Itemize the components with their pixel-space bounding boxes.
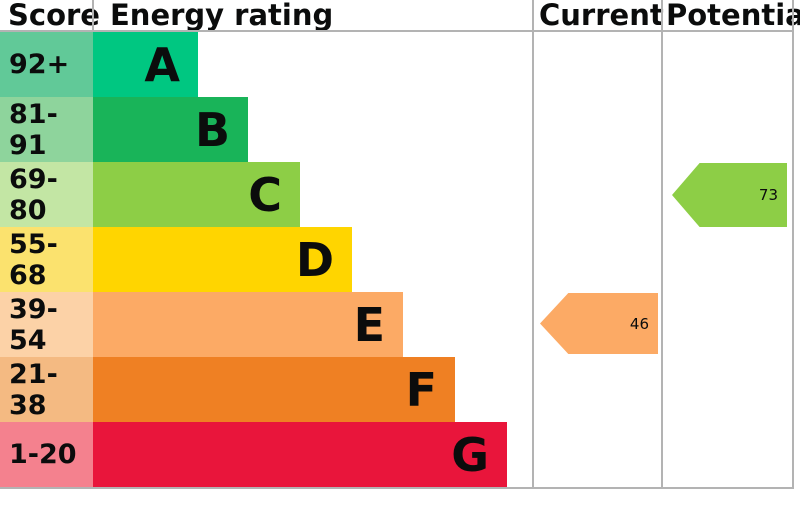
band-score-cell-c: 69-80 xyxy=(0,162,93,227)
band-bar-c: C xyxy=(93,162,300,227)
potential-column-divider xyxy=(661,0,663,489)
potential-rating-value: 73 xyxy=(758,186,778,204)
chart-right-border xyxy=(792,0,794,489)
band-letter: C xyxy=(248,167,282,222)
potential-column-header: Potential xyxy=(666,0,800,32)
band-bar-d: D xyxy=(93,227,352,292)
band-score-cell-d: 55-68 xyxy=(0,227,93,292)
band-letter: F xyxy=(405,362,437,417)
band-row-c: 69-80 C xyxy=(0,162,533,227)
band-bar-f: F xyxy=(93,357,455,422)
current-column-divider xyxy=(532,0,534,489)
band-score-label: 92+ xyxy=(9,49,70,80)
band-rows: 92+ A 81-91 B 69-80 C 55-68 D 39-54 E 21… xyxy=(0,32,533,487)
band-score-label: 39-54 xyxy=(9,293,58,356)
band-bar-a: A xyxy=(93,32,198,97)
current-rating-arrow: 46 xyxy=(540,293,658,354)
potential-rating-arrow: 73 xyxy=(672,163,787,227)
band-score-label: 69-80 xyxy=(9,163,58,226)
score-column-header: Score xyxy=(8,0,100,32)
band-score-cell-e: 39-54 xyxy=(0,292,93,357)
band-bar-g: G xyxy=(93,422,507,487)
band-row-f: 21-38 F xyxy=(0,357,533,422)
band-score-cell-f: 21-38 xyxy=(0,357,93,422)
band-score-label: 55-68 xyxy=(9,228,58,291)
band-score-label: 81-91 xyxy=(9,98,58,161)
band-score-label: 1-20 xyxy=(9,439,77,470)
band-letter: E xyxy=(353,297,385,352)
chart-bottom-border xyxy=(0,487,794,489)
current-column-header: Current xyxy=(539,0,664,32)
band-score-label: 21-38 xyxy=(9,358,58,421)
band-letter: G xyxy=(451,427,489,482)
band-letter: A xyxy=(144,37,180,92)
band-row-a: 92+ A xyxy=(0,32,533,97)
band-bar-b: B xyxy=(93,97,248,162)
current-rating-value: 46 xyxy=(629,314,649,333)
band-score-cell-b: 81-91 xyxy=(0,97,93,162)
band-row-d: 55-68 D xyxy=(0,227,533,292)
band-row-e: 39-54 E xyxy=(0,292,533,357)
band-bar-e: E xyxy=(93,292,403,357)
band-row-b: 81-91 B xyxy=(0,97,533,162)
band-score-cell-g: 1-20 xyxy=(0,422,93,487)
score-header-divider xyxy=(92,0,94,31)
energy-rating-column-header: Energy rating xyxy=(110,0,334,32)
header-underline xyxy=(0,30,794,32)
band-row-g: 1-20 G xyxy=(0,422,533,487)
band-letter: D xyxy=(295,232,334,287)
band-letter: B xyxy=(194,102,230,157)
band-score-cell-a: 92+ xyxy=(0,32,93,97)
